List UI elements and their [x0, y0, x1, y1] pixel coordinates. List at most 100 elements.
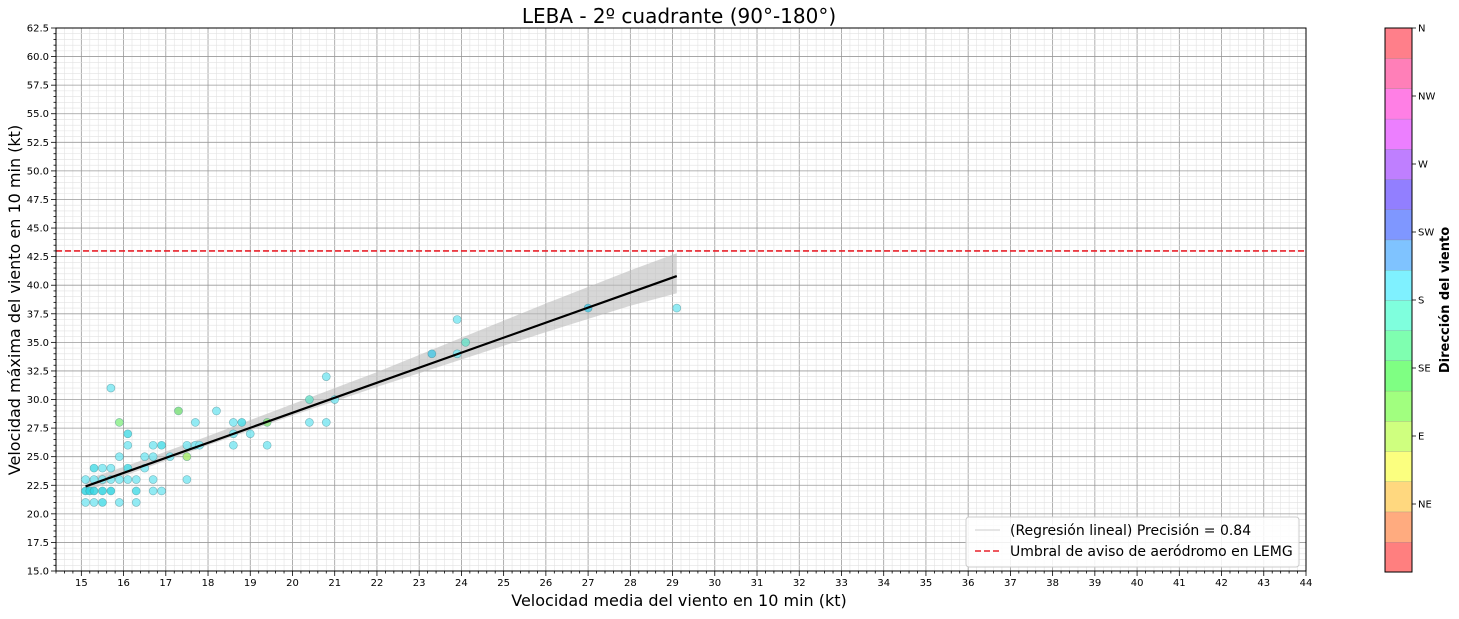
data-point	[131, 486, 141, 496]
colorbar-segment	[1384, 299, 1413, 331]
colorbar-segment	[1384, 269, 1413, 301]
data-point	[148, 452, 158, 461]
data-point	[123, 440, 133, 450]
data-point	[89, 498, 99, 507]
y-tick-label: 57.5	[27, 81, 49, 92]
x-tick-label: 41	[1173, 578, 1186, 589]
data-point	[106, 383, 116, 393]
x-tick-label: 32	[793, 578, 806, 589]
y-tick-label: 62.5	[27, 24, 49, 35]
legend-regression-label: (Regresión lineal) Precisión = 0.84	[1010, 523, 1251, 539]
data-point	[89, 463, 99, 473]
x-tick-label: 31	[751, 578, 764, 589]
x-tick-label: 38	[1046, 578, 1059, 589]
data-point	[148, 475, 158, 484]
x-tick-label: 24	[455, 578, 468, 589]
colorbar-tick-label: W	[1418, 160, 1428, 171]
x-tick-label: 37	[1004, 578, 1017, 589]
x-tick-label: 29	[666, 578, 679, 589]
data-point	[140, 452, 149, 461]
colorbar-label: Dirección del viento	[1438, 227, 1453, 373]
x-axis-label: Velocidad media del viento en 10 min (kt…	[511, 591, 847, 610]
y-tick-label: 15.0	[27, 567, 49, 578]
colorbar-tick-label: NW	[1418, 92, 1435, 103]
x-tick-label: 40	[1131, 578, 1144, 589]
chart-title: LEBA - 2º cuadrante (90°-180°)	[522, 4, 836, 28]
colorbar-segment	[1384, 511, 1413, 543]
colorbar-segment	[1384, 88, 1413, 120]
data-point	[106, 486, 116, 496]
x-tick-label: 16	[117, 578, 130, 589]
data-point	[229, 440, 238, 450]
colorbar-segment	[1384, 118, 1413, 150]
data-point	[98, 463, 107, 473]
data-point	[174, 406, 183, 416]
colorbar-segment	[1384, 420, 1413, 452]
data-point	[123, 475, 133, 484]
colorbar-segment	[1384, 481, 1413, 513]
data-point	[672, 303, 682, 313]
x-tick-label: 15	[75, 578, 88, 589]
y-tick-label: 30.0	[27, 395, 49, 406]
y-tick-label: 17.5	[27, 538, 49, 549]
regression-line	[85, 275, 678, 488]
x-tick-label: 42	[1215, 578, 1228, 589]
y-tick-label: 22.5	[27, 481, 49, 492]
colorbar-segment	[1384, 330, 1413, 361]
colorbar-segments	[1384, 27, 1413, 573]
x-tick-label: 44	[1300, 578, 1313, 589]
x-tick-label: 43	[1257, 578, 1270, 589]
y-axis-ticks: 15.0 17.5 20.0 22.5 25.0 27.5 30.0 32.5 35.0 37.5…	[27, 24, 56, 578]
data-point	[461, 338, 470, 347]
data-point	[115, 418, 124, 427]
x-axis-ticks: 15 16 17 18 19 20 21 22 23 24 25 26 27 28 29 30 31 32 33 34…	[55, 571, 1313, 589]
x-tick-label: 18	[202, 578, 215, 589]
x-tick-label: 33	[835, 578, 848, 589]
y-tick-label: 37.5	[27, 309, 49, 320]
legend-box	[965, 516, 1300, 568]
y-tick-label: 27.5	[27, 424, 49, 435]
data-point	[191, 418, 200, 427]
y-axis-label: Velocidad máxima del viento en 10 min (k…	[5, 125, 24, 475]
data-point	[115, 475, 124, 484]
colorbar-ticks: NE E SE S SW W NW N	[1412, 24, 1435, 511]
x-tick-label: 30	[708, 578, 721, 589]
x-tick-label: 17	[159, 578, 172, 589]
data-point	[98, 486, 107, 496]
colorbar-segment	[1384, 239, 1413, 271]
x-tick-label: 25	[497, 578, 510, 589]
y-tick-label: 60.0	[27, 52, 49, 63]
y-tick-label: 47.5	[27, 195, 49, 206]
y-tick-label: 32.5	[27, 366, 49, 377]
data-point	[106, 463, 116, 473]
colorbar-segment	[1384, 148, 1413, 180]
data-point	[212, 406, 221, 416]
data-point	[452, 315, 462, 324]
data-point	[229, 418, 238, 427]
x-tick-label: 27	[582, 578, 595, 589]
colorbar-segment	[1384, 58, 1413, 89]
colorbar-segment	[1384, 178, 1413, 210]
data-point	[321, 372, 331, 381]
data-point	[305, 418, 314, 427]
data-point	[81, 498, 90, 507]
data-point	[262, 440, 272, 450]
data-point	[427, 349, 437, 359]
data-point	[89, 486, 99, 496]
grid	[55, 27, 1307, 572]
colorbar: NE E SE S SW W NW N Dirección del viento	[1384, 24, 1453, 573]
x-tick-label: 28	[624, 578, 637, 589]
y-tick-label: 25.0	[27, 452, 49, 463]
data-point	[157, 440, 166, 450]
data-point	[182, 475, 192, 484]
colorbar-tick-label: E	[1418, 432, 1424, 443]
data-point	[157, 486, 166, 496]
data-point	[131, 475, 141, 484]
colorbar-tick-label: NE	[1418, 500, 1432, 511]
colorbar-tick-label: S	[1418, 296, 1424, 307]
data-point	[81, 475, 90, 484]
colorbar-tick-label: SE	[1418, 364, 1431, 375]
x-tick-label: 20	[286, 578, 299, 589]
data-point	[115, 498, 124, 507]
